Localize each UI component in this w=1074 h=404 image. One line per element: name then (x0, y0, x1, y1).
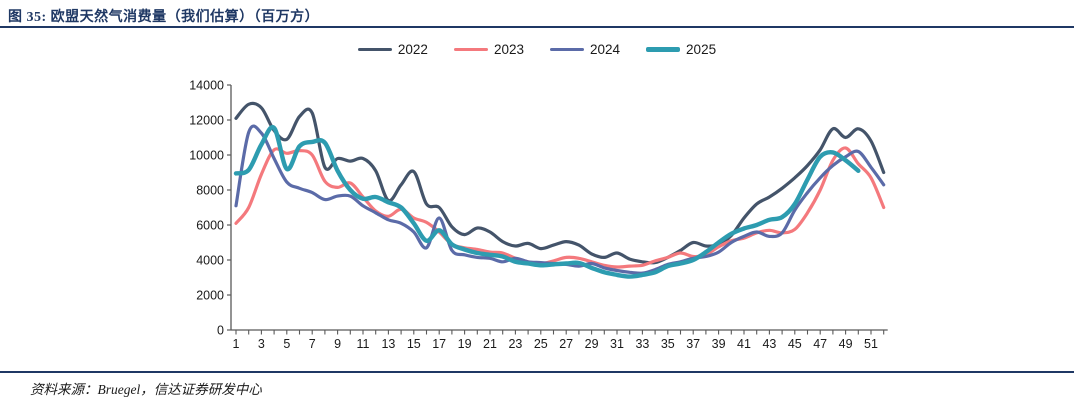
svg-text:21: 21 (483, 337, 497, 351)
svg-text:8000: 8000 (196, 184, 224, 198)
svg-text:10000: 10000 (189, 149, 224, 163)
svg-text:39: 39 (712, 337, 726, 351)
svg-text:7: 7 (309, 337, 316, 351)
svg-text:45: 45 (788, 337, 802, 351)
svg-text:31: 31 (610, 337, 624, 351)
source-note: 资料来源：Bruegel，信达证券研发中心 (30, 382, 262, 397)
chart-legend: 2022 2023 2024 2025 (0, 42, 1074, 57)
svg-text:0: 0 (217, 324, 224, 338)
legend-line-swatch-2022 (357, 47, 392, 52)
svg-text:29: 29 (585, 337, 599, 351)
legend-label: 2024 (590, 42, 621, 57)
series-line-2022 (234, 101, 886, 265)
svg-text:37: 37 (686, 337, 700, 351)
svg-text:27: 27 (559, 337, 573, 351)
svg-text:41: 41 (737, 337, 751, 351)
svg-text:2000: 2000 (196, 289, 224, 303)
legend-item-2024: 2024 (550, 42, 620, 57)
svg-text:12000: 12000 (189, 114, 224, 128)
title-divider (0, 26, 1074, 28)
svg-text:11: 11 (357, 337, 370, 351)
svg-text:13: 13 (381, 337, 395, 351)
svg-text:15: 15 (407, 337, 421, 351)
legend-label: 2023 (493, 42, 524, 57)
svg-text:9: 9 (334, 337, 341, 351)
figure-title: 图 35: 欧盟天然气消费量（我们估算）（百万方） (8, 10, 320, 25)
svg-text:47: 47 (813, 337, 827, 351)
legend-item-2022: 2022 (357, 42, 428, 57)
legend-line-swatch-2024 (550, 47, 584, 52)
svg-text:51: 51 (864, 337, 878, 351)
svg-text:49: 49 (839, 337, 853, 351)
svg-text:23: 23 (508, 337, 522, 351)
svg-text:4000: 4000 (196, 254, 224, 268)
svg-text:33: 33 (635, 337, 649, 351)
svg-text:3: 3 (258, 337, 265, 351)
svg-text:17: 17 (432, 337, 446, 351)
svg-text:1: 1 (233, 337, 240, 351)
svg-text:19: 19 (458, 337, 472, 351)
legend-line-swatch-2023 (453, 47, 488, 52)
svg-text:5: 5 (283, 337, 290, 351)
series-line-2025 (233, 124, 861, 279)
legend-line-swatch-2025 (646, 47, 681, 52)
svg-text:25: 25 (534, 337, 548, 351)
legend-label: 2025 (686, 42, 717, 57)
footer-divider (0, 371, 1074, 373)
svg-text:35: 35 (661, 337, 675, 351)
legend-label: 2022 (397, 42, 428, 57)
svg-text:6000: 6000 (196, 219, 224, 233)
legend-item-2023: 2023 (453, 42, 524, 57)
svg-text:43: 43 (762, 337, 776, 351)
series-line-2024 (234, 124, 886, 275)
legend-item-2025: 2025 (646, 42, 716, 57)
svg-text:14000: 14000 (189, 79, 224, 93)
